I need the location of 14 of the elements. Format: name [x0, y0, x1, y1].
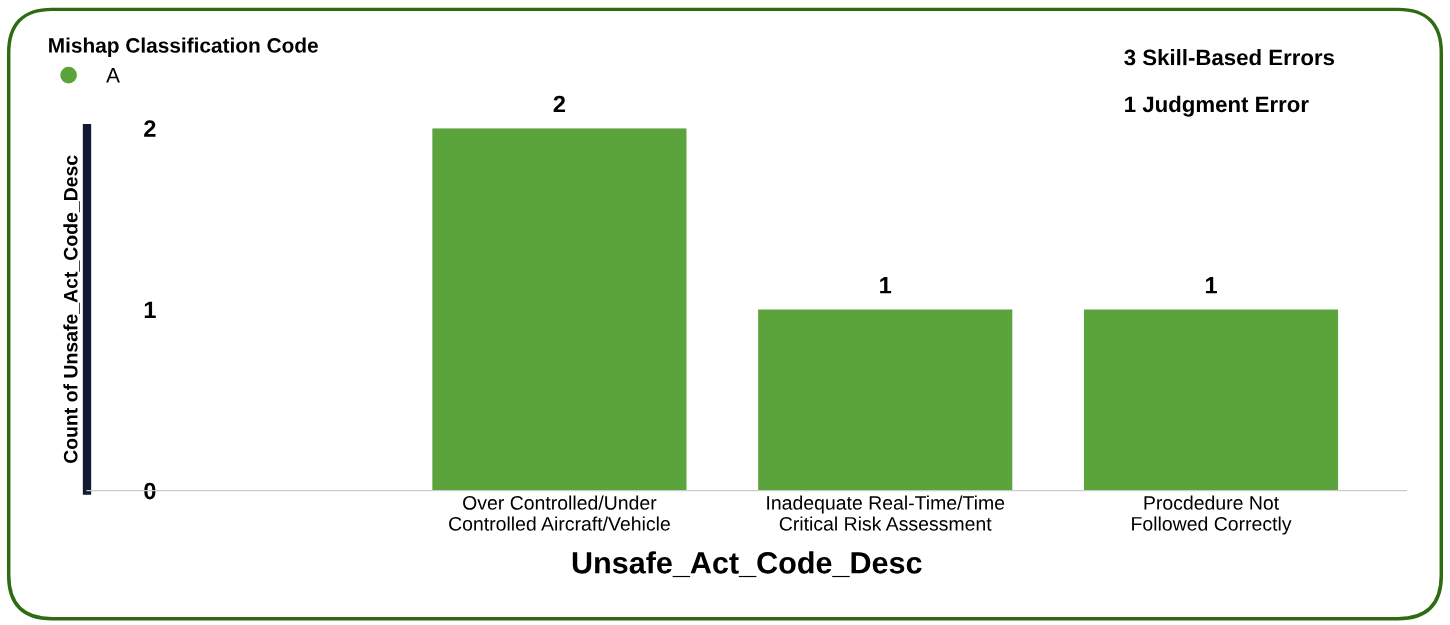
- x-tick-label: Over Controlled/Under Controlled Aircraft/Vehicle: [449, 495, 670, 531]
- data-label: 1: [880, 277, 892, 294]
- legend-title: Mishap Classification Code: [49, 37, 318, 57]
- x-tick-label: Procdedure Not Followed Correctly: [1132, 495, 1292, 535]
- data-label: 1: [1205, 277, 1217, 294]
- text: 1 Judgment Error: [1125, 95, 1309, 117]
- legend-label: A: [106, 68, 120, 83]
- x-axis-title: Unsafe_Act_Code_Desc: [572, 551, 922, 578]
- y-tick-label: 1: [144, 301, 156, 318]
- y-axis-title: Count of Unsafe_Act_Code_Desc: [63, 155, 80, 464]
- text: 3 Skill-Based Errors: [1124, 49, 1335, 66]
- data-label: 2: [553, 95, 566, 113]
- x-tick-label: Inadequate Real-Time/Time Critical Risk Assessment: [767, 495, 1005, 531]
- y-tick-label: 2: [144, 120, 156, 137]
